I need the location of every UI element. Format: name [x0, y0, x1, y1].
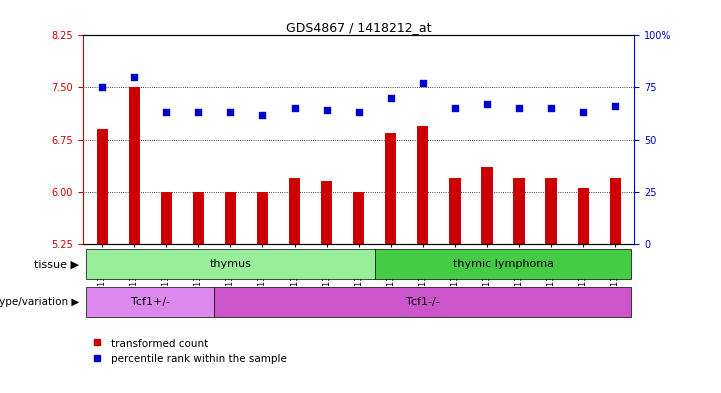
Point [97, 84, 108, 90]
Bar [193, 191, 204, 244]
Bar [257, 191, 268, 244]
Text: Tcf1-/-: Tcf1-/- [406, 297, 440, 307]
Point [481, 101, 492, 107]
Text: genotype/variation ▶: genotype/variation ▶ [0, 297, 79, 307]
Text: Tcf1+/-: Tcf1+/- [131, 297, 170, 307]
Point [161, 109, 172, 116]
Bar [97, 129, 107, 244]
Bar [128, 87, 140, 244]
Point [545, 105, 557, 111]
Bar [289, 178, 300, 244]
Text: tissue ▶: tissue ▶ [35, 259, 79, 269]
Text: thymus: thymus [210, 259, 252, 269]
Bar [449, 178, 461, 244]
Bar [482, 167, 492, 244]
Bar [225, 191, 236, 244]
Point [578, 109, 589, 116]
Point [289, 105, 301, 111]
Title: GDS4867 / 1418212_at: GDS4867 / 1418212_at [286, 21, 431, 34]
Point [609, 103, 621, 109]
Bar [375, 249, 632, 279]
Point [449, 105, 461, 111]
Point [417, 80, 428, 86]
Point [128, 74, 140, 80]
Legend: transformed count, percentile rank within the sample: transformed count, percentile rank withi… [88, 334, 291, 368]
Text: thymic lymphoma: thymic lymphoma [453, 259, 554, 269]
Bar [513, 178, 525, 244]
Point [225, 109, 236, 116]
Bar [86, 286, 214, 317]
Bar [161, 191, 172, 244]
Bar [214, 286, 632, 317]
Point [321, 107, 332, 114]
Point [513, 105, 525, 111]
Point [353, 109, 365, 116]
Bar [385, 132, 397, 244]
Point [193, 109, 204, 116]
Bar [353, 191, 364, 244]
Bar [321, 181, 332, 244]
Bar [578, 188, 589, 244]
Bar [86, 249, 375, 279]
Bar [417, 126, 428, 244]
Point [385, 95, 397, 101]
Bar [610, 178, 621, 244]
Point [257, 111, 268, 118]
Bar [546, 178, 557, 244]
